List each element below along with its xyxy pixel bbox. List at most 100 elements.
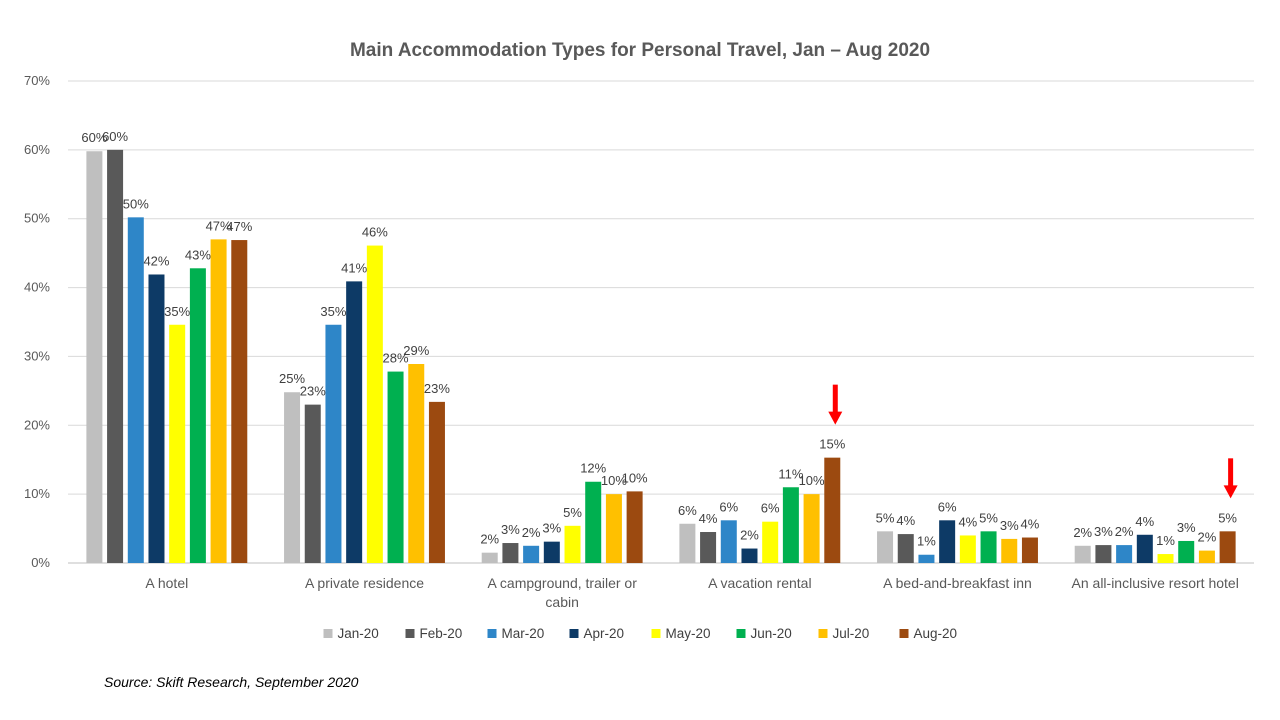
legend-label: Aug-20 bbox=[914, 626, 958, 641]
legend-label: Apr-20 bbox=[584, 626, 625, 641]
bar-apr-20-cat-4 bbox=[939, 520, 956, 563]
bar-feb-20-cat-2 bbox=[502, 543, 519, 563]
bar-jul-20-cat-5 bbox=[1198, 550, 1215, 563]
category-label: A campground, trailer or bbox=[487, 575, 637, 591]
bar-jun-20-cat-4 bbox=[980, 531, 997, 563]
bar-may-20-cat-4 bbox=[959, 535, 976, 563]
bar-may-20-cat-1 bbox=[366, 245, 383, 563]
legend-swatch bbox=[569, 629, 579, 638]
red-arrow-icon bbox=[1223, 458, 1238, 499]
data-label: 2% bbox=[740, 528, 759, 543]
data-label: 2% bbox=[1115, 524, 1134, 539]
data-label: 10% bbox=[799, 473, 825, 488]
bar-feb-20-cat-4 bbox=[897, 534, 914, 563]
x-axis: A hotel A private residence A campground, … bbox=[145, 575, 1238, 610]
data-label: 4% bbox=[958, 514, 977, 529]
data-label: 43% bbox=[185, 247, 211, 262]
data-label: 6% bbox=[761, 501, 780, 516]
data-label: 10% bbox=[601, 473, 627, 488]
legend-item-aug-20: Aug-20 bbox=[899, 626, 958, 641]
legend-swatch bbox=[899, 629, 909, 638]
y-tick-label: 20% bbox=[24, 417, 50, 432]
gridlines bbox=[68, 80, 1254, 564]
data-label: 23% bbox=[424, 381, 450, 396]
bar-jun-20-cat-5 bbox=[1178, 540, 1195, 563]
y-tick-label: 70% bbox=[24, 73, 50, 88]
bar-feb-20-cat-1 bbox=[304, 404, 321, 563]
annotations bbox=[828, 384, 1238, 499]
bar-apr-20-cat-3 bbox=[741, 548, 758, 563]
data-label: 35% bbox=[320, 304, 346, 319]
data-label: 5% bbox=[979, 510, 998, 525]
bar-jan-20-cat-2 bbox=[481, 552, 498, 563]
data-label: 42% bbox=[143, 253, 169, 268]
category-label: A hotel bbox=[145, 575, 188, 591]
bar-jul-20-cat-3 bbox=[803, 494, 820, 563]
bar-jul-20-cat-2 bbox=[605, 494, 622, 563]
data-label: 3% bbox=[1094, 524, 1113, 539]
data-label: 47% bbox=[206, 218, 232, 233]
bar-jan-20-cat-5 bbox=[1074, 545, 1091, 563]
legend-label: May-20 bbox=[666, 626, 711, 641]
data-label: 23% bbox=[300, 384, 326, 399]
legend-item-may-20: May-20 bbox=[651, 626, 711, 641]
bar-may-20-cat-3 bbox=[762, 521, 779, 563]
category-label: An all-inclusive resort hotel bbox=[1072, 575, 1239, 591]
bar-apr-20-cat-1 bbox=[346, 281, 363, 563]
bar-aug-20-cat-4 bbox=[1021, 537, 1038, 563]
data-label: 2% bbox=[1198, 530, 1217, 545]
data-label: 12% bbox=[580, 461, 606, 476]
data-label: 2% bbox=[522, 525, 541, 540]
bar-apr-20-cat-0 bbox=[148, 274, 165, 563]
legend-label: Jan-20 bbox=[338, 626, 379, 641]
bar-mar-20-cat-0 bbox=[127, 217, 144, 563]
data-label: 2% bbox=[1073, 525, 1092, 540]
bar-jun-20-cat-2 bbox=[585, 481, 602, 563]
bar-jan-20-cat-3 bbox=[679, 523, 696, 563]
bar-aug-20-cat-1 bbox=[428, 401, 445, 563]
data-label: 6% bbox=[678, 503, 697, 518]
data-label: 15% bbox=[819, 437, 845, 452]
data-label: 4% bbox=[896, 513, 915, 528]
bar-mar-20-cat-2 bbox=[523, 545, 540, 563]
bar-jun-20-cat-0 bbox=[189, 268, 206, 563]
bar-jul-20-cat-4 bbox=[1001, 538, 1018, 563]
data-label: 3% bbox=[501, 522, 520, 537]
bar-aug-20-cat-3 bbox=[824, 457, 841, 563]
legend-swatch bbox=[405, 629, 415, 638]
legend-label: Mar-20 bbox=[502, 626, 545, 641]
legend-swatch bbox=[323, 629, 333, 638]
legend-item-jul-20: Jul-20 bbox=[818, 626, 870, 641]
bar-jun-20-cat-3 bbox=[782, 487, 799, 563]
bar-jun-20-cat-1 bbox=[387, 371, 404, 563]
category-label: A vacation rental bbox=[708, 575, 812, 591]
bar-apr-20-cat-5 bbox=[1136, 534, 1153, 563]
source-note: Source: Skift Research, September 2020 bbox=[104, 674, 359, 690]
bar-aug-20-cat-0 bbox=[231, 240, 248, 563]
y-tick-label: 0% bbox=[31, 555, 50, 570]
bar-may-20-cat-0 bbox=[169, 324, 186, 563]
bar-jul-20-cat-0 bbox=[210, 239, 227, 563]
data-label: 2% bbox=[480, 532, 499, 547]
data-label: 35% bbox=[164, 304, 190, 319]
legend-swatch bbox=[736, 629, 746, 638]
bar-feb-20-cat-3 bbox=[700, 532, 717, 563]
category-label: cabin bbox=[545, 594, 578, 610]
y-tick-label: 50% bbox=[24, 211, 50, 226]
y-axis: 0% 10% 20% 30% 40% 50% 60% 70% bbox=[24, 73, 50, 570]
legend-item-jun-20: Jun-20 bbox=[736, 626, 792, 641]
data-label: 50% bbox=[123, 196, 149, 211]
data-labels: 60%60%50%42%35%43%47%47%25%23%35%41%46%2… bbox=[81, 129, 1237, 549]
data-label: 46% bbox=[362, 225, 388, 240]
legend-label: Jul-20 bbox=[833, 626, 870, 641]
y-tick-label: 40% bbox=[24, 280, 50, 295]
data-label: 1% bbox=[917, 534, 936, 549]
data-label: 25% bbox=[279, 371, 305, 386]
category-label: A private residence bbox=[305, 575, 424, 591]
data-label: 10% bbox=[622, 470, 648, 485]
bar-jan-20-cat-1 bbox=[284, 392, 301, 563]
legend-item-feb-20: Feb-20 bbox=[405, 626, 463, 641]
data-label: 5% bbox=[876, 510, 895, 525]
legend-label: Feb-20 bbox=[420, 626, 463, 641]
bar-jan-20-cat-4 bbox=[877, 531, 894, 563]
